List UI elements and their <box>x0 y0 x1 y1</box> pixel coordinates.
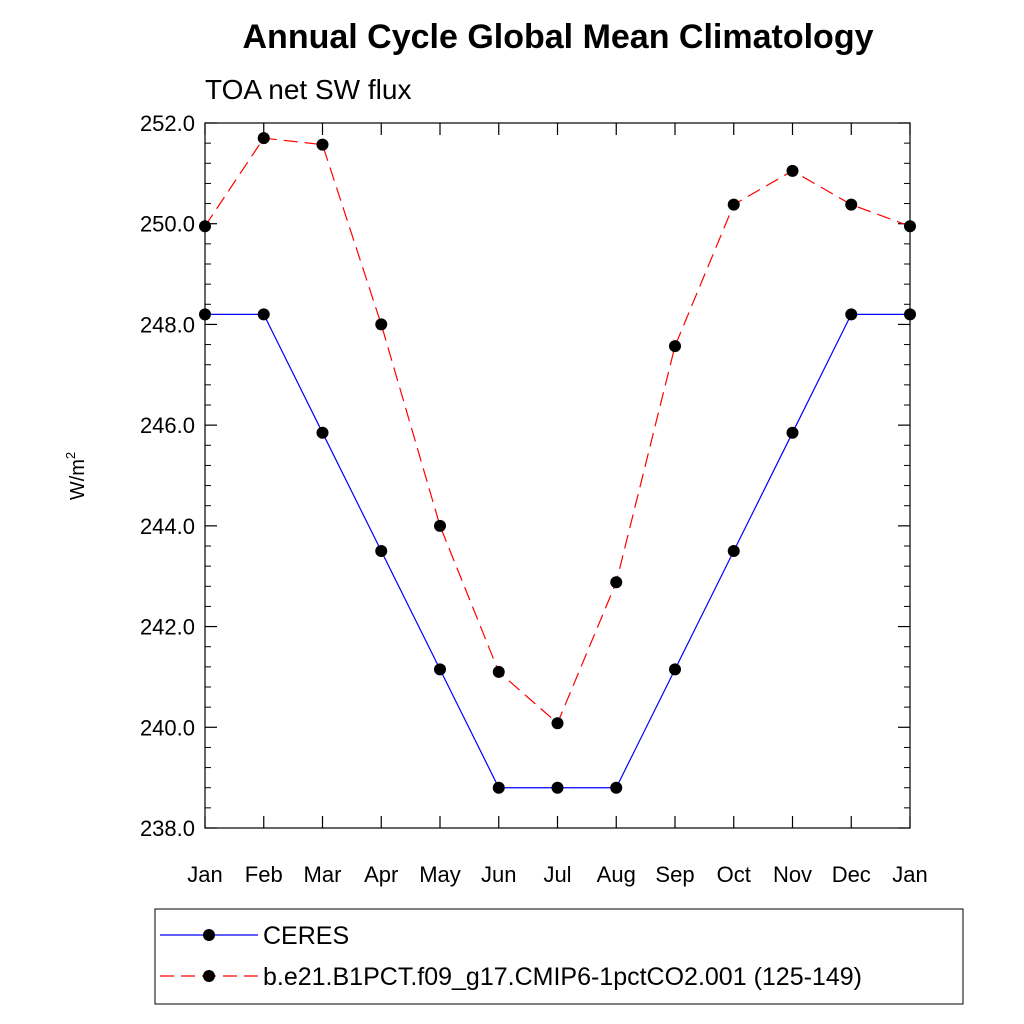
legend-box <box>154 908 964 1005</box>
data-point-series-1 <box>492 665 505 678</box>
plot-area: 238.0 240.0 242.0 244.0 246.0 248.0 250.0 252.0… <box>140 111 928 887</box>
data-point-series-1 <box>610 576 623 589</box>
data-point-series-0 <box>669 663 681 676</box>
chart-subtitle: TOA net SW flux <box>205 74 411 105</box>
data-point-series-0 <box>904 308 916 321</box>
data-point-series-1 <box>199 220 211 233</box>
x-tick-label: Oct <box>717 862 751 887</box>
y-tick-label: 240.0 <box>140 715 195 740</box>
data-point-series-1 <box>786 164 799 177</box>
legend-label-ceres: CERES <box>263 922 349 950</box>
data-point-series-0 <box>492 781 505 794</box>
data-point-series-1 <box>434 519 446 532</box>
data-point-series-0 <box>316 426 329 439</box>
series-line-0 <box>205 313 910 789</box>
y-axis-label: W/m2 <box>63 452 89 500</box>
x-tick-label: May <box>419 862 461 887</box>
y-tick-label: 252.0 <box>140 111 195 136</box>
y-axis-label-superscript: 2 <box>63 452 78 459</box>
data-point-series-0 <box>786 426 799 439</box>
data-point-series-1 <box>316 138 329 151</box>
data-point-series-1 <box>551 717 564 730</box>
data-point-series-1 <box>257 132 270 145</box>
data-point-series-1 <box>727 198 740 211</box>
x-tick-label: Feb <box>245 862 283 887</box>
legend: CERES b.e21.B1PCT.f09_g17.CMIP6-1pctCO2.… <box>154 908 964 1005</box>
legend-label-model: b.e21.B1PCT.f09_g17.CMIP6-1pctCO2.001 (1… <box>263 963 862 991</box>
legend-marker-ceres <box>203 929 215 941</box>
x-tick-label: Aug <box>597 862 636 887</box>
y-tick-label: 250.0 <box>140 212 195 237</box>
x-tick-label: Sep <box>655 862 694 887</box>
legend-marker-model <box>203 970 215 982</box>
data-point-series-0 <box>375 545 388 558</box>
data-point-series-1 <box>669 340 681 353</box>
x-tick-label: Jul <box>543 862 571 887</box>
data-point-series-0 <box>727 545 740 558</box>
data-point-series-0 <box>257 308 270 321</box>
x-tick-label: Mar <box>304 862 342 887</box>
data-point-series-0 <box>610 781 623 794</box>
y-tick-label: 246.0 <box>140 413 195 438</box>
data-point-series-1 <box>904 220 916 233</box>
y-tick-label: 244.0 <box>140 514 195 539</box>
data-point-series-0 <box>845 308 858 321</box>
y-tick-label: 238.0 <box>140 816 195 841</box>
y-tick-label: 242.0 <box>140 615 195 640</box>
x-tick-label: Jan <box>187 862 222 887</box>
data-point-series-1 <box>845 198 858 211</box>
y-axis-label-text: W/m <box>67 459 89 500</box>
svg-text:W/m2: W/m2 <box>63 452 89 500</box>
x-tick-label: Jun <box>481 862 516 887</box>
data-point-series-0 <box>434 663 446 676</box>
y-tick-label: 248.0 <box>140 312 195 337</box>
x-tick-label: Nov <box>773 862 812 887</box>
x-tick-label: Jan <box>892 862 927 887</box>
data-point-series-0 <box>551 781 564 794</box>
chart-title: Annual Cycle Global Mean Climatology <box>243 18 874 56</box>
x-tick-label: Apr <box>364 862 398 887</box>
data-point-series-0 <box>199 308 211 321</box>
series-line-1 <box>204 137 911 725</box>
x-tick-label: Dec <box>832 862 871 887</box>
data-point-series-1 <box>375 318 388 331</box>
